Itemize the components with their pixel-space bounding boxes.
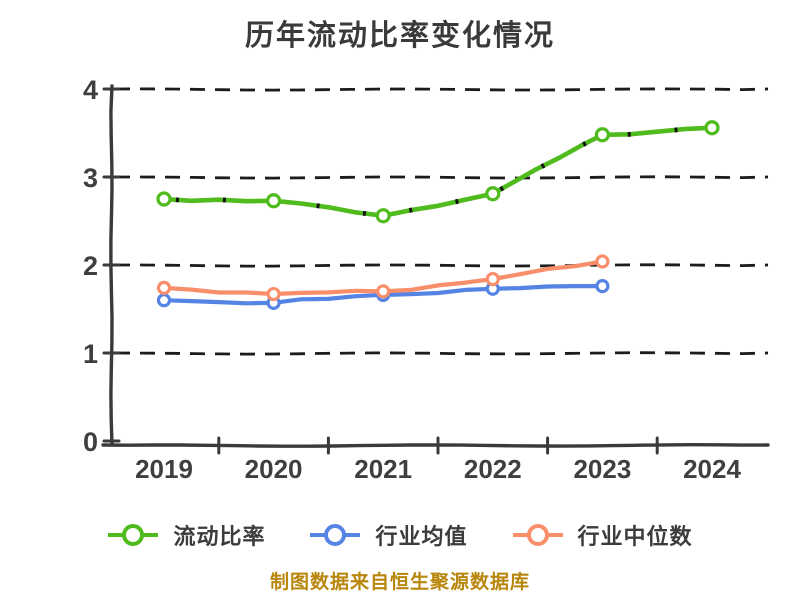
y-axis-label-3: 3 [83, 163, 98, 193]
gridline-y-1 [114, 351, 769, 356]
x-axis-label-2021: 2021 [354, 454, 412, 484]
marker-current-ratio-2023 [594, 127, 611, 143]
marker-industry-median-2022 [485, 271, 500, 287]
x-axis-label-2022: 2022 [464, 454, 522, 484]
legend-label-industry-median: 行业中位数 [577, 524, 693, 549]
marker-current-ratio-2021 [375, 208, 391, 224]
legend-label-industry-average: 行业均值 [375, 524, 468, 549]
x-axis-label-2019: 2019 [135, 454, 193, 484]
legend-marker-current-ratio [122, 524, 145, 546]
marker-industry-median-2021 [376, 284, 391, 299]
legend-swatch-current-ratio [108, 524, 159, 546]
marker-industry-average-2019 [156, 293, 172, 308]
gridline-y-3 [115, 175, 769, 180]
legend-marker-industry-average [324, 524, 347, 546]
series-line-current-ratio [161, 125, 715, 218]
x-axis-label-2024: 2024 [683, 454, 741, 484]
gridline-y-2 [115, 263, 769, 268]
marker-industry-median-2019 [156, 280, 172, 295]
x-axis-label-2023: 2023 [573, 454, 631, 484]
legend-item-industry-average: 行业均值 [309, 519, 467, 551]
legend-swatch-industry-average [310, 524, 361, 546]
legend-label-current-ratio: 流动比率 [173, 524, 266, 549]
chart-legend: 流动比率 行业均值 行业中位数 [0, 516, 800, 554]
y-axis-label-1: 1 [83, 339, 98, 369]
x-axis-spine [101, 442, 770, 448]
x-axis-label-2020: 2020 [245, 454, 303, 484]
y-axis-label-2: 2 [83, 251, 98, 281]
plot-area: 0 1 2 3 4 2019 2020 2021 2022 2023 2024 [83, 75, 770, 484]
marker-current-ratio-2019 [156, 191, 172, 207]
legend-item-industry-median: 行业中位数 [512, 519, 693, 551]
chart-title: 历年流动比率变化情况 [244, 20, 555, 52]
legend-swatch-industry-median [512, 524, 563, 546]
marker-current-ratio-2022 [485, 186, 501, 202]
marker-industry-median-2020 [266, 286, 281, 302]
legend-marker-industry-median [526, 524, 549, 546]
y-axis-label-4: 4 [83, 75, 98, 105]
gridline-y-4 [114, 87, 769, 92]
legend-item-current-ratio: 流动比率 [107, 519, 265, 551]
marker-industry-average-2023 [595, 279, 610, 294]
y-axis-label-0: 0 [83, 427, 98, 457]
marker-current-ratio-2020 [266, 193, 282, 209]
marker-current-ratio-2024 [704, 120, 720, 136]
data-source-note: 制图数据来自恒生聚源数据库 [269, 572, 530, 593]
marker-industry-median-2023 [595, 254, 610, 269]
